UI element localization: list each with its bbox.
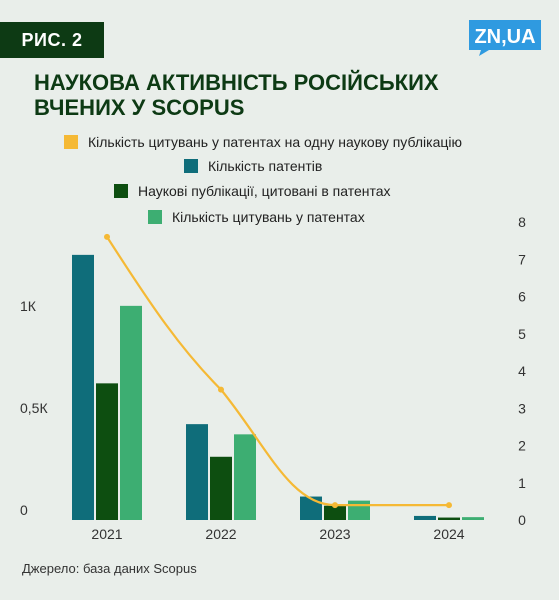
x-axis-tick-label-2024: 2024	[433, 526, 464, 542]
line-point-2024	[446, 502, 452, 509]
right-axis-tick-label: 7	[518, 251, 526, 267]
chart-title: НАУКОВА АКТИВНІСТЬ РОСІЙСЬКИХ ВЧЕНИХ У S…	[34, 70, 504, 120]
legend-label-2: Кількість патентів	[208, 158, 322, 174]
x-axis-tick-label-2022: 2022	[205, 526, 236, 542]
legend-label-1: Кількість цитувань у патентах на одну на…	[88, 134, 462, 150]
bar-2024-series-1	[414, 515, 436, 520]
bar-2024-series-2	[438, 517, 460, 520]
bar-2021-series-1	[72, 254, 94, 521]
legend-swatch-3	[114, 184, 128, 198]
line-point-2022	[218, 386, 224, 393]
legend-swatch-1	[64, 135, 78, 149]
brand-logo-text: ZN,UA	[474, 26, 535, 48]
line-point-2021	[104, 233, 110, 240]
right-axis-tick-label: 3	[518, 400, 526, 416]
right-axis-tick-label: 5	[518, 326, 526, 342]
legend-swatch-2	[184, 159, 198, 173]
bar-2024-series-3	[462, 517, 484, 520]
x-axis-tick-label-2021: 2021	[91, 526, 122, 542]
bar-2023-series-2	[324, 505, 346, 520]
right-axis-tick-label: 6	[518, 289, 526, 305]
right-axis-tick-label: 4	[518, 363, 526, 379]
bar-2021-series-2	[96, 383, 118, 520]
brand-logo: ZN,UA	[469, 20, 541, 56]
left-axis-tick-label: 0	[20, 502, 28, 518]
line-series-4	[106, 236, 449, 507]
bar-2022-series-2	[210, 456, 232, 520]
x-axis-tick-label-2023: 2023	[319, 526, 350, 542]
source-note: Джерело: база даних Scopus	[22, 561, 197, 576]
right-axis-tick-label: 1	[518, 475, 526, 491]
legend-label-4: Кількість цитувань у патентах	[172, 209, 365, 225]
left-axis-tick-label: 0,5К	[20, 400, 48, 416]
right-axis-tick-label: 0	[518, 512, 526, 528]
bar-2023-series-1	[300, 496, 322, 520]
figure-label: РИС. 2	[0, 22, 104, 58]
speech-bubble-logo	[469, 20, 541, 56]
right-axis-tick-label: 8	[518, 214, 526, 230]
right-axis-tick-label: 2	[518, 438, 526, 454]
bar-2021-series-3	[120, 305, 142, 520]
bar-2023-series-3	[348, 500, 370, 520]
chart-title-line-2: ВЧЕНИХ У SCOPUS	[34, 95, 245, 120]
legend-swatch-4	[148, 210, 162, 224]
line-point-2023	[332, 502, 338, 509]
legend-label-3: Наукові публікації, цитовані в патентах	[138, 183, 391, 199]
bar-2022-series-1	[186, 424, 208, 520]
chart-title-line-1: НАУКОВА АКТИВНІСТЬ РОСІЙСЬКИХ	[34, 70, 439, 95]
bar-2022-series-3	[234, 434, 256, 520]
left-axis-tick-label: 1К	[20, 298, 37, 314]
